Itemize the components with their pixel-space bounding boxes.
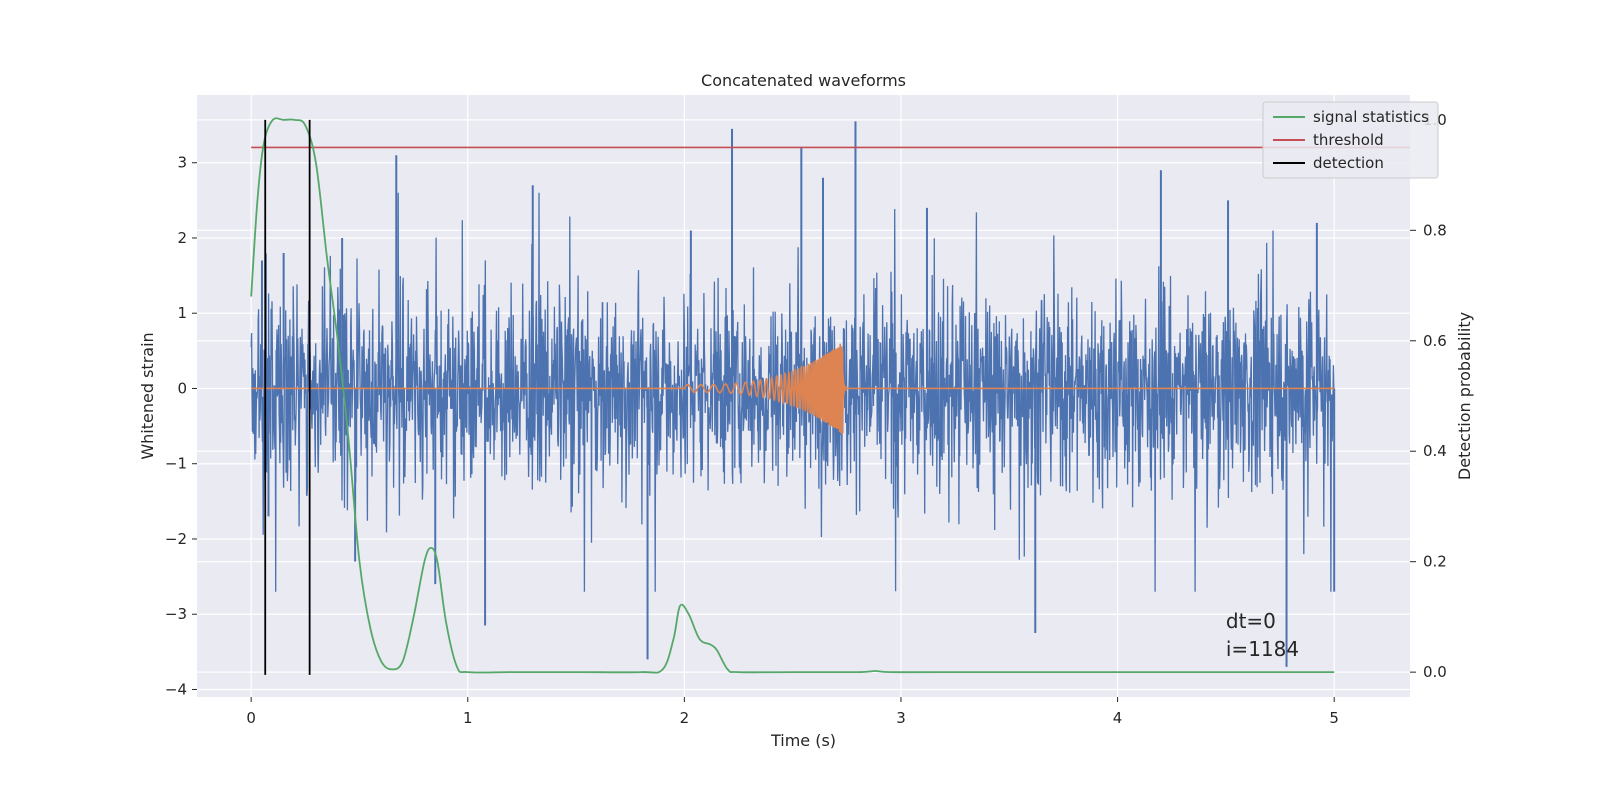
y-tick-label: −1 xyxy=(165,455,187,473)
y-tick-label: −4 xyxy=(165,680,187,698)
annotation-dt: dt=0 xyxy=(1226,609,1276,633)
annotation-index: i=1184 xyxy=(1226,637,1299,661)
y-tick-label: 3 xyxy=(177,154,187,172)
y-tick-label: −2 xyxy=(165,530,187,548)
y-tick-label: −3 xyxy=(165,605,187,623)
x-tick-label: 5 xyxy=(1329,709,1339,727)
x-axis-label: Time (s) xyxy=(770,731,836,750)
legend: signal statistics threshold detection xyxy=(1262,101,1439,179)
legend-box xyxy=(1262,101,1439,179)
legend-label: signal statistics xyxy=(1313,108,1429,126)
y2-tick-label: 0.8 xyxy=(1423,221,1447,239)
waveform-line xyxy=(251,343,1335,435)
detection-series xyxy=(264,119,311,675)
chart-title: Concatenated waveforms xyxy=(701,71,906,90)
y2-tick-label: 0.2 xyxy=(1423,553,1447,571)
x-tick-label: 2 xyxy=(680,709,690,727)
y2-tick-label: 0.4 xyxy=(1423,442,1447,460)
waveform-series xyxy=(251,343,1335,435)
x-tick-label: 3 xyxy=(896,709,906,727)
y-tick-label: 2 xyxy=(177,229,187,247)
y-tick-label: 1 xyxy=(177,304,187,322)
x-tick-label: 4 xyxy=(1113,709,1123,727)
strain-line xyxy=(250,192,1335,592)
y-tick-label: 0 xyxy=(177,379,187,397)
y2-axis-label: Detection probability xyxy=(1455,312,1474,480)
x-tick-label: 0 xyxy=(246,709,256,727)
annotation: dt=0 i=1184 xyxy=(1226,609,1299,661)
y-axis-label: Whitened strain xyxy=(138,332,157,459)
y2-tick-label: 0.6 xyxy=(1423,332,1447,350)
strain-series xyxy=(250,121,1336,667)
x-tick-label: 1 xyxy=(463,709,473,727)
signal-statistics-series xyxy=(250,117,1335,674)
y2-tick-label: 0.0 xyxy=(1423,663,1447,681)
signal-statistics-line xyxy=(250,117,1335,674)
legend-label: threshold xyxy=(1313,131,1384,149)
legend-label: detection xyxy=(1313,154,1384,172)
